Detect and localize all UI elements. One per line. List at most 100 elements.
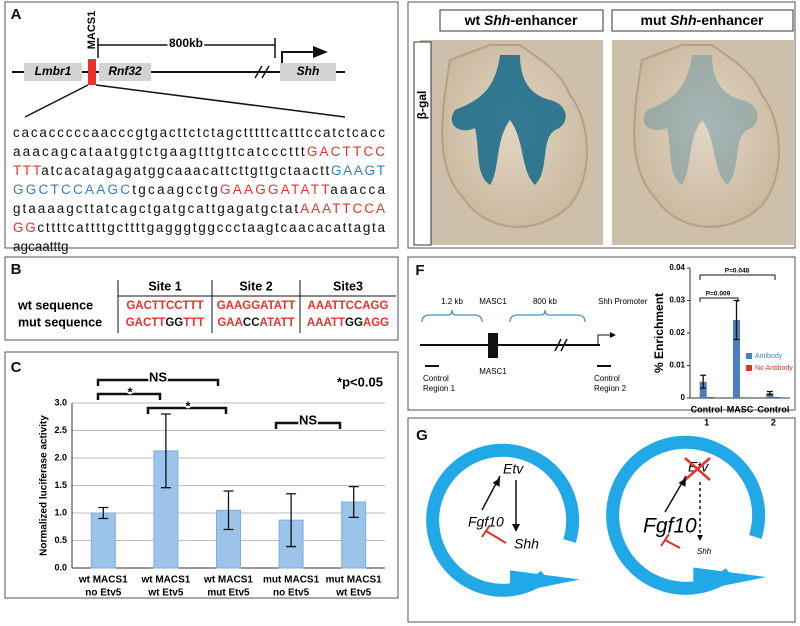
gene-box	[99, 63, 151, 81]
segmented-text: GAACCATATT	[217, 317, 294, 329]
stain-region	[643, 55, 758, 185]
arrow-head	[610, 332, 616, 338]
macs1-element	[88, 59, 96, 85]
text-segment: aaacagcataatggtctgaagtttgttcatcccttt	[13, 144, 305, 159]
panel-frame	[4, 256, 399, 341]
text-segment: GACTTCCTTT	[126, 300, 203, 312]
promoter-arrow	[597, 334, 612, 345]
text-segment: aaacca	[330, 182, 385, 197]
text-segment: GGCTCCAAGC	[13, 182, 130, 197]
y-tick-label: 2.5	[54, 425, 67, 435]
text-segment: GAAGGATATT	[217, 300, 296, 312]
span-brace	[509, 309, 586, 323]
segmented-text: gtaaaagcttatcagctgatgcattgagatgctat AAATT…	[13, 201, 385, 216]
gene-label: Lmbr1	[35, 64, 72, 78]
gene-fgf: Fgf10	[643, 515, 697, 538]
text-segment: AAATTCCAGG	[308, 300, 389, 312]
span-brace	[421, 309, 483, 323]
significance-bracket	[274, 421, 342, 429]
segmented-text: cacacccccaacccgtgacttctctagctttttcatttcc…	[13, 125, 385, 140]
break-mark	[554, 338, 568, 352]
gene-box	[24, 63, 82, 81]
x-tick-label: mut MACS1	[326, 575, 383, 586]
y-tick-label: 2.0	[54, 452, 67, 462]
y-tick-label: 0.03	[669, 296, 685, 305]
segmented-text: aaacagcataatggtctgaagtttgttcatcccttt GACT…	[13, 144, 385, 159]
significance-bracket	[96, 392, 162, 400]
x-tick-label: MASC	[727, 404, 754, 414]
span-label: 1.2 kb	[441, 297, 463, 306]
arrow-head	[492, 478, 500, 487]
gene-label: Shh	[297, 64, 320, 78]
error-bar	[160, 413, 171, 489]
arrow-head	[313, 46, 328, 58]
annotation: *	[127, 384, 133, 399]
significance-bracket	[146, 406, 228, 414]
x-tick-label: mut Etv5	[207, 588, 250, 599]
annotation: NS	[149, 369, 167, 384]
bar	[740, 397, 747, 398]
x-tick-label: wt MACS1	[203, 575, 253, 586]
legend-label: No Antibody	[755, 365, 793, 372]
bar	[766, 393, 774, 398]
lung-outline	[633, 44, 780, 228]
y-tick-label: 0.5	[54, 535, 67, 545]
title-box	[439, 9, 604, 32]
ring-arrow	[510, 570, 580, 594]
text-segment: cttttcattttgcttttgagggtggccctaagtcaacaca…	[37, 220, 385, 235]
text-segment: mut	[641, 12, 671, 28]
y-tick-label: 0.04	[669, 263, 685, 272]
ring	[426, 443, 580, 597]
column-header: Site 1	[148, 279, 181, 293]
zoom-line	[95, 84, 346, 118]
panel-frame	[4, 351, 399, 599]
segmented-text: GACTTGGTTT	[126, 317, 205, 329]
gene-fgf: Fgf10	[468, 514, 504, 530]
legend-swatch	[746, 353, 752, 359]
zoom-line	[24, 84, 89, 118]
text-segment: CC	[243, 317, 260, 329]
text-segment: agcaatttg	[13, 239, 69, 254]
text-segment: AAATT	[307, 317, 345, 329]
text-segment: GACTTCC	[307, 144, 385, 159]
significance-bracket	[699, 274, 776, 280]
x-tick-label: 1	[704, 417, 709, 427]
panel-label: F	[415, 262, 424, 279]
panel-label: B	[11, 261, 22, 278]
segmented-text: mut Shh-enhancer	[641, 12, 764, 28]
x-tick-label: no Etv5	[273, 588, 310, 599]
segmented-text: GG cttttcattttgcttttgagggtggccctaagtcaaca…	[13, 220, 385, 235]
x-tick-label: mut MACS1	[263, 575, 320, 586]
x-tick-label: wt MACS1	[78, 575, 128, 586]
x-tick-label: wt MACS1	[140, 575, 190, 586]
lung-outline	[441, 44, 588, 228]
region-label: Control	[594, 374, 620, 383]
error-bar	[766, 390, 773, 396]
stain-box	[413, 41, 432, 246]
region-label: Control	[423, 374, 449, 383]
legend-label: Antibody	[755, 353, 783, 360]
y-tick-label: 3.0	[54, 397, 67, 407]
region-label: Region 2	[594, 384, 627, 393]
masc1-element	[488, 333, 498, 358]
y-tick-label: 0.02	[669, 328, 685, 337]
annotation: NS	[299, 412, 317, 427]
y-tick-label: 0.0	[54, 562, 67, 572]
stain-region	[451, 55, 566, 185]
text-segment: ATATT	[260, 317, 295, 329]
panel-frame	[407, 256, 796, 411]
break-mark	[254, 65, 270, 79]
stain-label: β-gal	[415, 91, 429, 120]
y-axis-label: Normalized luciferase activity	[39, 415, 50, 556]
text-segment: GACTT	[126, 317, 166, 329]
segmented-text: agcaatttg	[13, 239, 69, 254]
text-segment: wt	[464, 12, 484, 28]
bar	[90, 512, 116, 569]
distance-label: 800kb	[169, 36, 203, 50]
x-tick-label: no Etv5	[85, 588, 122, 599]
x-tick-label: Control	[757, 404, 789, 414]
text-segment: GG	[13, 220, 36, 235]
panel-frame	[407, 417, 796, 623]
